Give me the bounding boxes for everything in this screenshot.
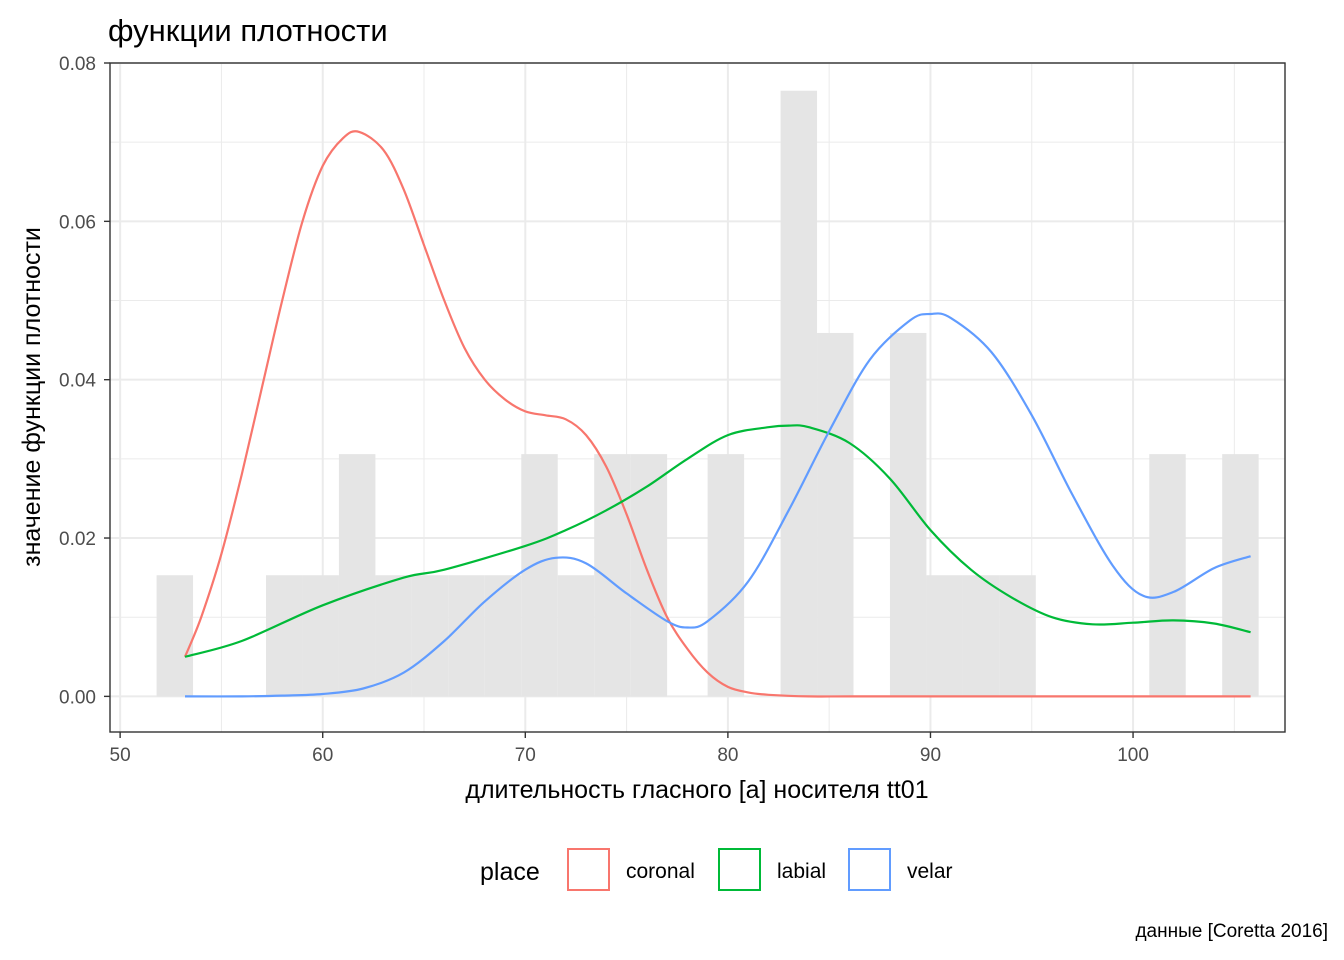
legend-label-labial: labial — [777, 860, 826, 883]
legend-title: place — [480, 858, 540, 886]
y-tick-label: 0.02 — [59, 529, 96, 550]
chart-caption: данные [Coretta 2016] — [1135, 921, 1328, 942]
chart-title: функции плотности — [108, 13, 388, 48]
histogram-bar — [1149, 454, 1186, 697]
y-axis-title: значение функции плотности — [18, 227, 46, 567]
x-tick-label: 80 — [717, 745, 738, 766]
histogram-bar — [780, 90, 818, 697]
x-tick-label: 60 — [312, 745, 333, 766]
histogram-bars — [156, 90, 1259, 697]
histogram-bar — [302, 575, 339, 697]
histogram-bar — [1222, 454, 1259, 697]
x-tick-label: 50 — [110, 745, 131, 766]
histogram-bar — [557, 575, 595, 697]
histogram-bar — [411, 575, 449, 697]
histogram-bar — [338, 454, 376, 697]
y-tick-label: 0.06 — [59, 212, 96, 233]
x-axis-ticks: 50 60 70 80 90 100 — [110, 732, 1149, 766]
y-tick-label: 0.04 — [59, 371, 96, 392]
histogram-bar — [156, 575, 194, 697]
density-curves — [183, 130, 1251, 698]
histogram-bar — [265, 575, 303, 697]
y-tick-label: 0.08 — [59, 54, 96, 75]
histogram-bar — [484, 575, 522, 697]
legend-key-coronal — [567, 848, 610, 891]
histogram-bar — [817, 332, 854, 697]
plot-border — [109, 62, 1286, 733]
histogram-bar — [448, 575, 485, 697]
legend-label-coronal: coronal — [626, 860, 695, 883]
histogram-bar — [889, 332, 927, 697]
histogram-bar — [999, 575, 1036, 697]
x-tick-label: 100 — [1117, 745, 1149, 766]
histogram-bar — [707, 454, 745, 697]
x-axis-title: длительность гласного [a] носителя tt01 — [465, 776, 928, 804]
histogram-bar — [521, 454, 558, 697]
histogram-bar — [375, 575, 412, 697]
legend: place coronal labial velar — [480, 848, 953, 891]
histogram-bar — [926, 575, 963, 697]
legend-label-velar: velar — [907, 860, 953, 883]
density-curve-labial — [184, 424, 1251, 658]
legend-key-labial — [718, 848, 761, 891]
histogram-bar — [962, 575, 1000, 697]
x-tick-label: 70 — [515, 745, 536, 766]
legend-key-velar — [848, 848, 891, 891]
y-axis-ticks: 0.00 0.02 0.04 0.06 0.08 — [59, 54, 110, 708]
histogram-bar — [594, 454, 631, 697]
density-curve-coronal — [183, 130, 1251, 698]
y-tick-label: 0.00 — [59, 687, 96, 708]
density-curve-velar — [184, 312, 1251, 698]
minor-gridlines — [110, 63, 1285, 732]
x-tick-label: 90 — [920, 745, 941, 766]
